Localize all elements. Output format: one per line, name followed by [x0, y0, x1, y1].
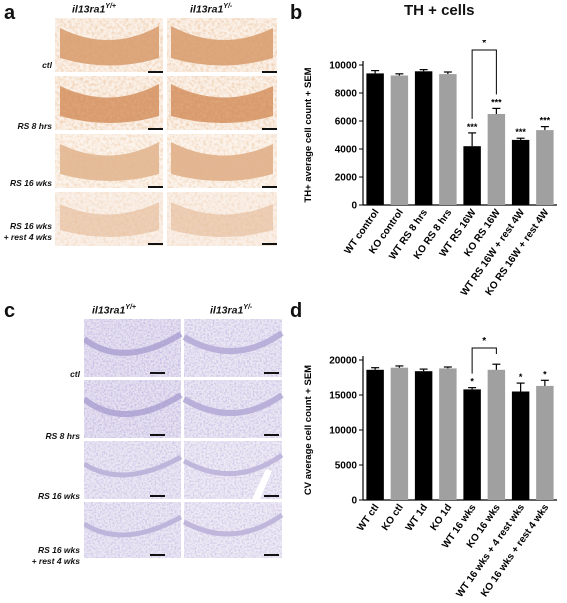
- panel-letter-d: d: [290, 300, 303, 322]
- scale-bar: [150, 554, 165, 556]
- significance-label: *: [519, 372, 523, 382]
- scale-bar: [148, 186, 163, 188]
- bar: [536, 130, 554, 205]
- row-label-ctl: ctl: [70, 369, 80, 379]
- y-axis-label: TH+ average cell count + SEM: [303, 67, 314, 202]
- bar: [511, 391, 530, 500]
- th-image-rs16-rest-ko: [167, 192, 277, 246]
- cv-image-ctl-ko: [182, 319, 284, 377]
- th-image-ctl-wt: [55, 18, 163, 72]
- bar: [414, 71, 433, 205]
- genotype-label-wt: il13ra1Y/+: [92, 304, 136, 317]
- scale-bar: [264, 554, 279, 556]
- bracket-label: *: [482, 40, 486, 49]
- genotype-label-ko: il13ra1Y/-: [190, 3, 233, 16]
- y-tick-label: 8000: [335, 89, 358, 100]
- y-tick-label: 10000: [329, 61, 357, 72]
- y-tick-label: 10000: [329, 426, 357, 437]
- scale-bar: [264, 495, 279, 497]
- panel-letter-b: b: [290, 2, 303, 24]
- cv-image-rs16-ko: [182, 441, 284, 499]
- scale-bar: [148, 243, 163, 245]
- scale-bar: [150, 495, 165, 497]
- scale-bar: [262, 243, 277, 245]
- chart-title-th: TH + cells: [404, 2, 475, 19]
- th-bar-chart: 0 2000 4000 6000 8000 10000 TH+ average cell c…: [303, 40, 557, 298]
- row-label-rs-16-wks: RS 16 wks: [9, 178, 52, 188]
- scale-bar: [150, 434, 165, 436]
- th-image-rs8-ko: [167, 76, 277, 130]
- bar: [414, 371, 433, 500]
- significance-label: ***: [540, 116, 551, 126]
- scale-bar: [148, 71, 163, 73]
- y-tick-label: 5000: [335, 461, 358, 472]
- scale-bar: [262, 128, 277, 130]
- th-image-rs16-rest-wt: [55, 192, 163, 246]
- scale-bar: [264, 372, 279, 374]
- bar: [390, 75, 409, 205]
- row-label-rs-16-wks-rest: RS 16 wks + rest 4 wks: [31, 545, 80, 566]
- scale-bar: [150, 372, 165, 374]
- bar: [390, 367, 409, 500]
- significance-label: ***: [515, 127, 526, 137]
- bar: [511, 139, 530, 205]
- panel-letter-c: c: [4, 300, 16, 322]
- th-image-rs16-ko: [167, 134, 277, 188]
- y-tick-label: 4000: [335, 145, 358, 156]
- bar: [463, 389, 481, 500]
- cv-image-rs16-rest-wt: [84, 502, 183, 558]
- genotype-label-ko: il13ra1Y/-: [210, 304, 253, 317]
- row-label-rs-8-hrs: RS 8 hrs: [17, 121, 53, 131]
- y-axis-label: CV average cell count + SEM: [303, 365, 314, 495]
- th-image-rs16-wt: [55, 134, 163, 188]
- significance-label: *: [543, 369, 547, 379]
- x-tick-label: KO ctl: [380, 502, 406, 533]
- th-micrograph-grid: [55, 18, 277, 246]
- bar: [439, 74, 457, 205]
- bar: [487, 369, 506, 500]
- row-label-rs-8-hrs: RS 8 hrs: [45, 431, 81, 441]
- scale-bar: [262, 71, 277, 73]
- significance-bracket: [471, 347, 497, 374]
- bar: [487, 114, 506, 205]
- y-tick-label: 6000: [335, 117, 358, 128]
- bar: [463, 146, 481, 205]
- cv-image-rs8-ko: [182, 380, 284, 438]
- genotype-label-wt: il13ra1Y/+: [72, 3, 116, 16]
- significance-label: ***: [467, 122, 478, 132]
- th-image-rs8-wt: [55, 76, 163, 130]
- bar: [439, 368, 457, 500]
- cv-bar-chart: 0 5000 10000 15000 20000 CV average cell coun…: [303, 336, 557, 600]
- cv-image-rs16-rest-ko: [182, 502, 284, 558]
- row-label-rs-16-wks: RS 16 wks: [37, 491, 80, 501]
- y-tick-label: 2000: [335, 173, 358, 184]
- y-tick-label: 20000: [329, 356, 357, 367]
- scale-bar: [264, 434, 279, 436]
- row-label-rs-16-wks-rest: RS 16 wks + rest 4 wks: [3, 221, 52, 242]
- panel-letter-a: a: [4, 2, 16, 24]
- x-tick-label: WT 1d: [404, 502, 430, 533]
- y-tick-label: 0: [351, 201, 357, 212]
- significance-label: *: [470, 377, 474, 387]
- bar: [536, 385, 554, 500]
- cv-micrograph-grid: [84, 319, 284, 558]
- row-label-ctl: ctl: [42, 60, 52, 70]
- x-tick-label: WT ctl: [355, 502, 381, 533]
- scale-bar: [262, 186, 277, 188]
- cv-image-ctl-wt: [84, 319, 183, 377]
- y-tick-label: 0: [351, 496, 357, 507]
- bar: [366, 73, 384, 206]
- scale-bar: [148, 128, 163, 130]
- significance-bracket: [471, 49, 497, 119]
- bar: [366, 369, 384, 500]
- significance-label: ***: [491, 97, 502, 107]
- y-tick-label: 15000: [329, 391, 357, 402]
- th-image-ctl-ko: [167, 18, 277, 72]
- cv-image-rs16-wt: [84, 441, 183, 499]
- bracket-label: *: [482, 336, 486, 347]
- cv-image-rs8-wt: [84, 380, 183, 438]
